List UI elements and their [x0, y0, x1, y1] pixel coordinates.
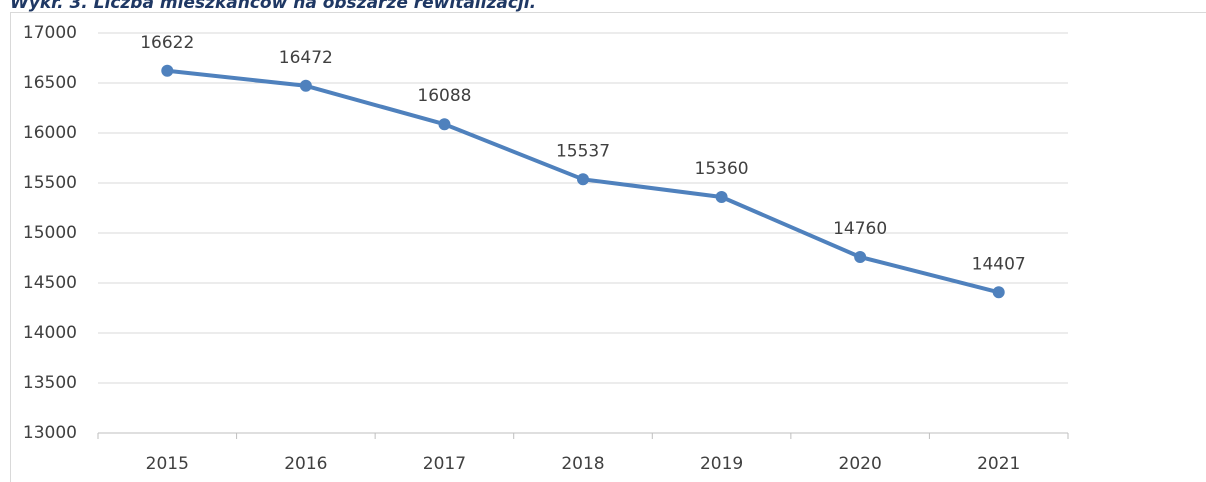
x-tick-label: 2019	[700, 454, 743, 474]
data-label: 14760	[833, 219, 887, 239]
data-point	[438, 118, 451, 131]
x-tick-label: 2015	[146, 454, 189, 474]
data-label: 14407	[972, 254, 1026, 274]
y-tick-label: 13000	[23, 423, 77, 443]
y-tick-label: 15000	[23, 223, 77, 243]
chart-title: Wykr. 3. Liczba mieszkańców na obszarze …	[10, 0, 536, 13]
data-label: 16088	[417, 86, 471, 106]
data-point	[577, 173, 589, 186]
data-point	[715, 191, 728, 203]
data-label: 16472	[279, 48, 333, 68]
y-tick-label: 16000	[23, 123, 77, 143]
data-label: 15360	[695, 159, 749, 179]
x-tick-label: 2020	[839, 454, 882, 474]
y-tick-label: 15500	[23, 173, 77, 193]
y-tick-label: 14500	[23, 273, 77, 293]
x-tick-label: 2021	[977, 454, 1020, 474]
chart-frame	[10, 12, 1206, 482]
x-tick-label: 2016	[284, 454, 327, 474]
data-point	[299, 79, 312, 92]
data-point	[854, 251, 867, 263]
x-tick-label: 2017	[423, 454, 466, 474]
y-tick-label: 14000	[23, 323, 77, 343]
data-point	[161, 64, 174, 77]
y-tick-label: 17000	[23, 23, 77, 43]
x-tick-label: 2018	[561, 454, 604, 474]
data-point	[992, 286, 1005, 299]
y-tick-label: 13500	[23, 373, 77, 393]
data-label: 16622	[140, 33, 194, 53]
data-label: 15537	[556, 141, 610, 161]
y-tick-label: 16500	[23, 73, 77, 93]
